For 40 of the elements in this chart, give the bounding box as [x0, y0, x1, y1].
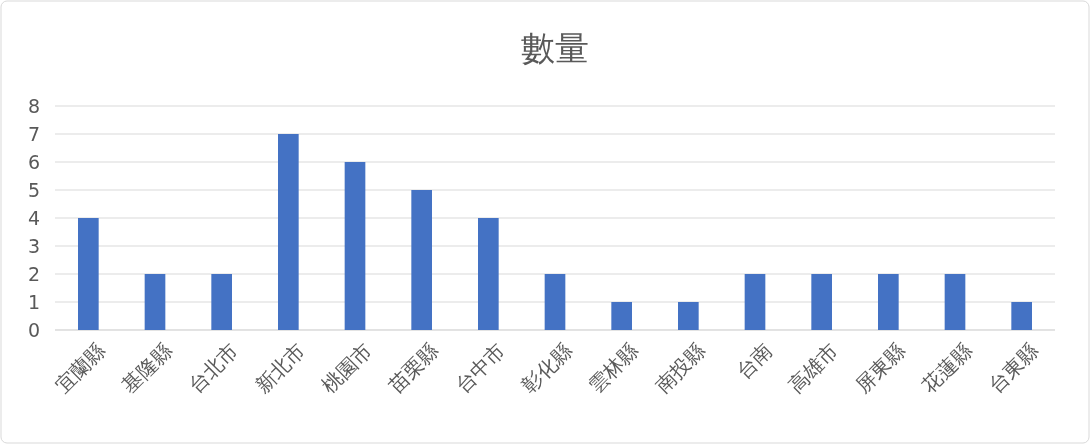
x-tick-label: 高雄市 — [783, 338, 844, 398]
y-tick-label: 5 — [27, 178, 40, 201]
bar — [944, 274, 966, 330]
bar — [544, 274, 566, 330]
y-tick-label: 0 — [27, 318, 40, 341]
bar — [744, 274, 766, 330]
bar — [811, 274, 832, 330]
bar — [878, 274, 899, 330]
bar — [478, 218, 499, 330]
y-tick-label: 4 — [27, 206, 40, 229]
bar — [611, 302, 632, 330]
y-tick-label: 7 — [27, 122, 40, 145]
x-tick-label: 屏東縣 — [850, 338, 910, 398]
x-tick-label: 花蓮縣 — [917, 338, 977, 398]
bar — [411, 190, 432, 330]
x-tick-label: 台中市 — [450, 338, 510, 398]
x-tick-label: 南投縣 — [650, 338, 710, 398]
y-tick-label: 6 — [27, 150, 40, 173]
bar — [344, 162, 366, 330]
x-tick-label: 雲林縣 — [583, 338, 644, 398]
x-tick-label: 宜蘭縣 — [50, 338, 110, 398]
bar — [678, 302, 699, 330]
x-tick-label: 台東縣 — [983, 338, 1044, 398]
x-tick-label: 彰化縣 — [517, 338, 577, 398]
x-tick-label: 台北市 — [183, 338, 244, 398]
bar — [78, 218, 99, 330]
y-tick-label: 8 — [27, 94, 40, 117]
x-tick-label: 新北市 — [250, 338, 310, 398]
bar — [278, 134, 299, 330]
x-tick-label: 基隆縣 — [117, 338, 177, 398]
x-tick-label: 桃園市 — [317, 338, 377, 398]
x-tick-label: 苗栗縣 — [383, 338, 444, 398]
y-tick-label: 3 — [27, 234, 40, 257]
bar — [1011, 302, 1032, 330]
y-tick-label: 1 — [27, 290, 40, 313]
bar — [211, 274, 232, 330]
x-tick-label: 台南 — [731, 338, 777, 384]
chart-title: 數量 — [521, 28, 589, 68]
bar — [144, 274, 166, 330]
y-tick-label: 2 — [27, 262, 40, 285]
